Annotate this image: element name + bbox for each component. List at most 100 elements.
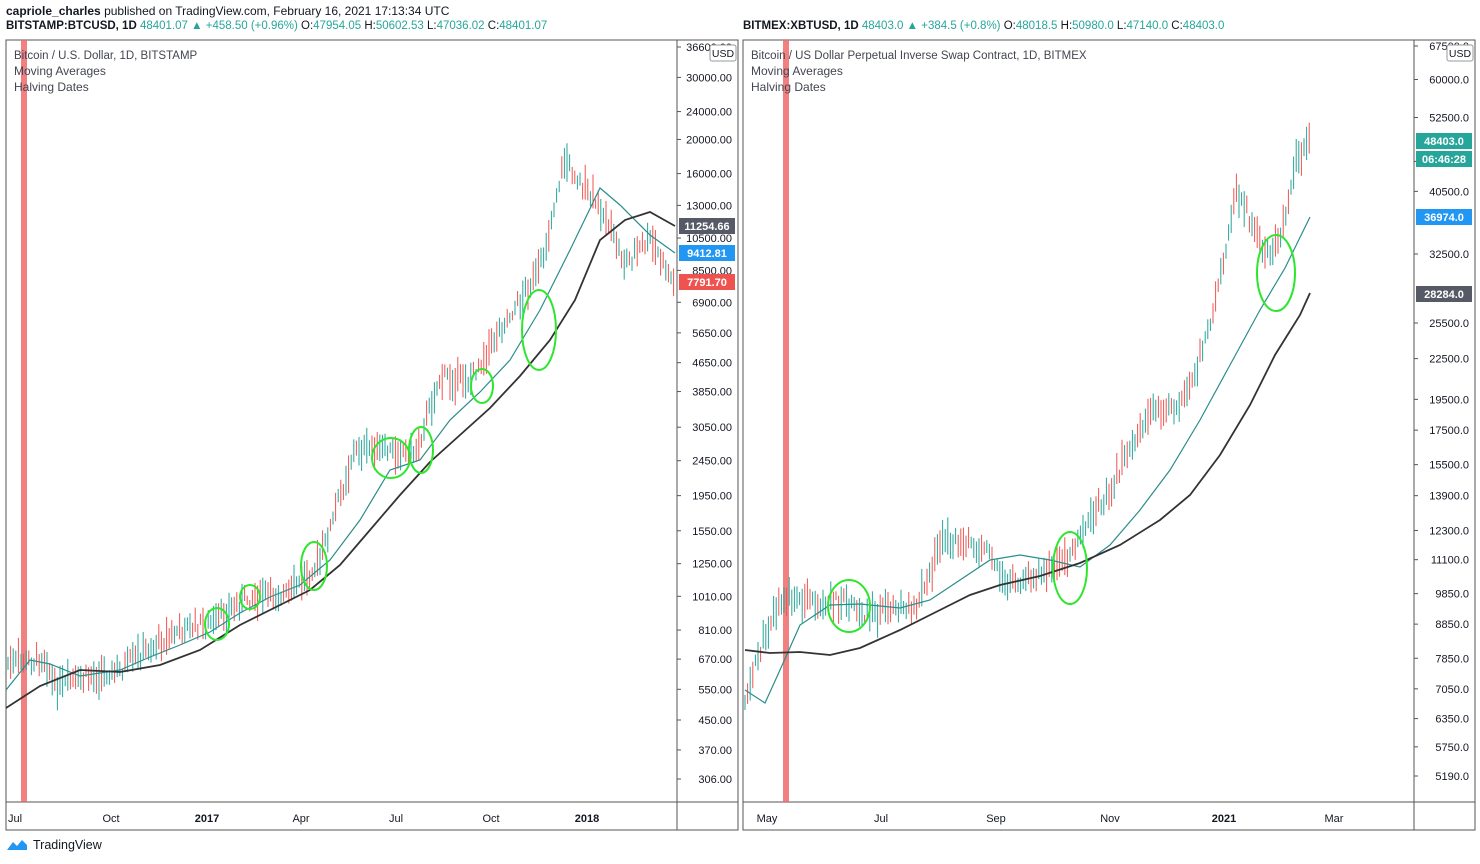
highlight-circle	[1052, 531, 1088, 605]
price-label-box	[1416, 209, 1472, 225]
ma-long-line	[5, 211, 676, 709]
x-tick-label: Oct	[482, 813, 499, 825]
tradingview-footer[interactable]: TradingView	[6, 838, 102, 852]
x-tick-label: Nov	[1100, 813, 1120, 825]
y-tick-label: 7850.0	[1435, 653, 1469, 665]
price-label-text: 28284.0	[1424, 289, 1464, 301]
y-tick-label: 6900.00	[692, 297, 732, 309]
x-tick-label: Sep	[986, 813, 1006, 825]
y-tick-label: 550.00	[698, 684, 732, 696]
highlight-circle	[521, 289, 557, 371]
y-tick-label: 306.00	[698, 774, 732, 786]
y-tick-label: 3850.00	[692, 387, 732, 399]
y-tick-label: 1250.00	[692, 559, 732, 571]
last-price: 48403.0	[861, 20, 904, 32]
y-tick-label: 11100.0	[1431, 555, 1469, 567]
y-tick-label: 9850.0	[1435, 589, 1469, 601]
price-label-box	[679, 218, 735, 234]
brand-name: TradingView	[33, 838, 102, 852]
y-tick-label: 60000.0	[1429, 75, 1469, 87]
ma-short-line	[744, 216, 1311, 704]
highlight-circle	[239, 584, 261, 610]
y-tick-label: 7050.0	[1435, 684, 1469, 696]
symbol-name[interactable]: BITMEX:XBTUSD, 1D	[743, 20, 859, 32]
y-tick-label: 24000.00	[686, 107, 732, 119]
halving-date-band	[783, 40, 789, 802]
x-tick-label: Jul	[8, 813, 22, 825]
y-tick-label: 13000.00	[686, 200, 732, 212]
y-tick-label: 3050.00	[692, 422, 732, 434]
y-tick-label: 1950.00	[692, 491, 732, 503]
y-tick-label: 2450.00	[692, 456, 732, 468]
y-tick-label: 670.00	[698, 654, 732, 666]
publish-info: capriole_charles published on TradingVie…	[6, 4, 449, 18]
y-tick-label: 5750.0	[1435, 742, 1469, 754]
legend-title: Bitcoin / U.S. Dollar, 1D, BITSTAMP	[14, 50, 198, 62]
x-tick-label: Jul	[389, 813, 403, 825]
left-symbol-bar: BITSTAMP:BTCUSD, 1D 48401.07 ▲ +458.50 (…	[6, 20, 548, 32]
publish-text: published on TradingView.com, February 1…	[104, 4, 450, 18]
highlight-circle	[827, 579, 871, 633]
y-tick-label: 52500.0	[1429, 113, 1469, 125]
y-tick-label: 370.00	[698, 745, 732, 757]
panel-frame	[5, 39, 739, 831]
y-tick-label: 30000.00	[686, 72, 732, 84]
price-label-text: 7791.70	[687, 277, 727, 289]
low-value: 47036.02	[436, 20, 485, 32]
legend-item: Moving Averages	[751, 64, 843, 78]
y-tick-label: 1010.00	[692, 591, 732, 603]
highlight-circle	[204, 607, 230, 641]
y-tick-label: 25500.0	[1429, 318, 1469, 330]
change-value: +384.5 (+0.8%)	[921, 20, 1001, 32]
x-tick-label: Jul	[874, 813, 888, 825]
y-tick-label: 22500.0	[1429, 354, 1469, 366]
y-tick-label: 5650.00	[692, 328, 732, 340]
legend-item: Halving Dates	[751, 80, 826, 94]
price-label-text: 48403.0	[1424, 136, 1464, 148]
y-tick-label: 13900.0	[1429, 491, 1469, 503]
highlight-circle	[1256, 234, 1296, 312]
price-label-box	[679, 274, 735, 290]
y-tick-label: 10500.00	[686, 233, 732, 245]
price-label-text: 06:46:28	[1422, 154, 1466, 166]
right-symbol-bar: BITMEX:XBTUSD, 1D 48403.0 ▲ +384.5 (+0.8…	[743, 20, 1225, 32]
x-tick-label: May	[757, 813, 778, 825]
x-tick-label: Apr	[292, 813, 309, 825]
price-label-box	[679, 245, 735, 261]
y-tick-label: 6350.0	[1435, 714, 1469, 726]
y-tick-label: 17500.0	[1429, 425, 1469, 437]
y-tick-label: 1550.00	[692, 526, 732, 538]
x-tick-label: Oct	[102, 813, 119, 825]
chart-panel-bitmex: 67500.060000.052500.045000.040500.032500…	[742, 39, 1476, 831]
price-label-text: 9412.81	[687, 248, 727, 260]
y-tick-label: 20000.00	[686, 134, 732, 146]
x-tick-label: Mar	[1325, 813, 1344, 825]
currency-badge	[1446, 44, 1474, 62]
y-tick-label: 15500.0	[1429, 460, 1469, 472]
price-label-box	[1416, 286, 1472, 302]
currency-label: USD	[712, 48, 735, 60]
up-arrow-icon: ▲	[906, 20, 919, 32]
halving-date-band	[21, 40, 27, 802]
tradingview-logo-icon	[7, 840, 27, 850]
open-value: 47954.05	[313, 20, 362, 32]
y-tick-label: 12300.0	[1429, 525, 1469, 537]
author-name[interactable]: capriole_charles	[6, 4, 101, 18]
change-value: +458.50 (+0.96%)	[205, 20, 298, 32]
price-label-box	[1416, 133, 1472, 149]
x-tick-label: 2017	[195, 813, 219, 825]
highlight-circle	[408, 426, 434, 474]
price-label-box	[1416, 151, 1472, 167]
legend-item: Halving Dates	[14, 80, 89, 94]
open-value: 48018.5	[1015, 20, 1058, 32]
chart-panel-bitstamp: 36600.0030000.0024000.0020000.0016000.00…	[5, 39, 739, 831]
close-value: 48401.07	[499, 20, 548, 32]
currency-badge	[709, 44, 737, 62]
high-value: 50602.53	[375, 20, 424, 32]
currency-label: USD	[1449, 48, 1472, 60]
price-label-text: 11254.66	[684, 221, 729, 233]
price-label-text: 36974.0	[1424, 212, 1464, 224]
y-tick-label: 16000.00	[686, 169, 732, 181]
symbol-name[interactable]: BITSTAMP:BTCUSD, 1D	[6, 20, 137, 32]
